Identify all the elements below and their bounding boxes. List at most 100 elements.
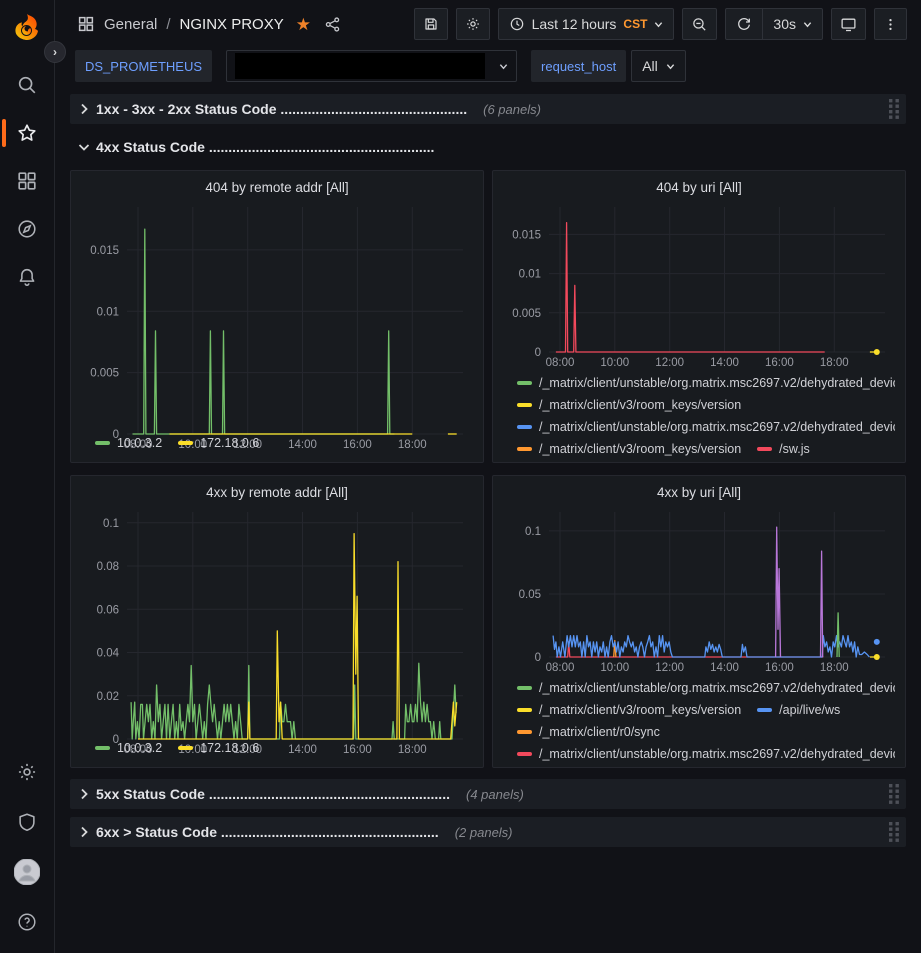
clock-icon xyxy=(510,17,523,31)
sidebar-item-server-admin[interactable] xyxy=(0,805,54,839)
sidebar-item-alerting[interactable] xyxy=(0,260,54,294)
time-series-chart[interactable]: 0 0.02 0.04 0.06 0.08 0.1 08:00 10:00 12:00 14:00… xyxy=(81,504,473,756)
legend-swatch xyxy=(517,686,532,690)
sidebar-nav xyxy=(0,68,54,294)
svg-text:0.02: 0.02 xyxy=(97,691,119,703)
legend-item[interactable]: /api/live/ws xyxy=(757,699,840,721)
panel-title[interactable]: 4xx by uri [All] xyxy=(656,485,742,500)
sidebar-item-profile[interactable] xyxy=(0,855,54,889)
legend-item[interactable]: 172.18.0.6 xyxy=(178,737,259,759)
toolbar-actions: Last 12 hours CST xyxy=(413,8,907,40)
share-button[interactable] xyxy=(320,12,345,37)
svg-text:14:00: 14:00 xyxy=(710,357,739,369)
breadcrumb-dashboard-title[interactable]: NGINX PROXY xyxy=(179,15,284,33)
legend-swatch xyxy=(95,441,110,445)
legend-swatch xyxy=(517,381,532,385)
dashboards-grid-icon xyxy=(18,172,36,190)
time-range-label: Last 12 hours xyxy=(531,16,617,32)
favorite-star-icon[interactable]: ★ xyxy=(295,14,311,34)
row-4xx[interactable]: 4xx Status Code ........................… xyxy=(70,132,906,162)
legend-item[interactable]: /sw.js xyxy=(757,438,810,456)
row-drag-handle[interactable] xyxy=(888,783,900,805)
sidebar: › xyxy=(0,0,66,953)
sidebar-item-dashboards[interactable] xyxy=(0,164,54,198)
svg-text:0.06: 0.06 xyxy=(97,604,119,616)
request-host-value: All xyxy=(642,58,658,74)
zoom-out-time-button[interactable] xyxy=(682,8,718,40)
legend-item[interactable]: /_matrix/client/unstable/org.matrix.msc2… xyxy=(517,416,895,438)
panel-title[interactable]: 4xx by remote addr [All] xyxy=(206,485,348,500)
legend-item[interactable]: /_matrix/client/v3/room_keys/version xyxy=(517,394,741,416)
bell-icon xyxy=(19,268,35,287)
cycle-view-mode-button[interactable] xyxy=(831,8,866,40)
chart-canvas: 0 0.05 0.1 08:00 10:00 12:00 14:00 16:00 18:00 xyxy=(519,512,885,674)
row-6xx[interactable]: 6xx > Status Code ......................… xyxy=(70,817,906,847)
panel-legend: 10.0.3.2 172.18.0.6 xyxy=(81,430,473,456)
gear-icon xyxy=(466,18,479,30)
svg-text:16:00: 16:00 xyxy=(765,662,794,674)
variable-label-request-host: request_host xyxy=(531,50,627,82)
refresh-interval-dropdown[interactable]: 30s xyxy=(762,9,822,39)
refresh-button[interactable] xyxy=(726,9,762,39)
legend-item[interactable]: /_matrix/client/r0/sync xyxy=(517,721,660,743)
legend-item[interactable]: /_matrix/client/unstable/org.matrix.msc2… xyxy=(517,372,895,394)
row-5xx[interactable]: 5xx Status Code ........................… xyxy=(70,779,906,809)
svg-text:0.015: 0.015 xyxy=(90,245,119,257)
svg-text:0.05: 0.05 xyxy=(519,589,541,601)
breadcrumb-folder[interactable]: General xyxy=(104,15,158,33)
chevron-down-icon xyxy=(655,21,663,27)
row-drag-handle[interactable] xyxy=(888,98,900,120)
save-dashboard-button[interactable] xyxy=(413,8,448,40)
svg-text:08:00: 08:00 xyxy=(546,357,575,369)
sidebar-item-search[interactable] xyxy=(0,68,54,102)
sidebar-item-help[interactable] xyxy=(0,905,54,939)
legend-item[interactable]: /_matrix/client/unstable/org.matrix.msc2… xyxy=(517,677,895,699)
svg-text:0.005: 0.005 xyxy=(512,308,541,320)
row-drag-handle[interactable] xyxy=(888,821,900,843)
svg-text:08:00: 08:00 xyxy=(546,662,575,674)
panels-grid: 404 by remote addr [All] 0 0.005 0.01 0.015… xyxy=(70,170,906,768)
row-1xx-3xx-2xx[interactable]: 1xx - 3xx - 2xx Status Code ............… xyxy=(70,94,906,124)
panel-title[interactable]: 404 by uri [All] xyxy=(656,180,742,195)
grafana-logo-icon[interactable] xyxy=(12,12,42,42)
svg-text:0.1: 0.1 xyxy=(525,526,541,538)
sidebar-item-configuration[interactable] xyxy=(0,755,54,789)
row-panel-count: (6 panels) xyxy=(483,101,541,117)
request-host-dropdown[interactable]: All xyxy=(631,50,686,82)
row-panel-count: (2 panels) xyxy=(454,824,513,840)
dashboard-settings-button[interactable] xyxy=(455,8,490,40)
sidebar-item-explore[interactable] xyxy=(0,212,54,246)
time-series-chart[interactable]: 0 0.005 0.01 0.015 08:00 10:00 12:00 14:00 16:00… xyxy=(503,199,895,370)
panel-legend: /_matrix/client/unstable/org.matrix.msc2… xyxy=(503,370,895,456)
search-icon xyxy=(18,76,36,94)
legend-item[interactable]: 10.0.3.2 xyxy=(95,432,162,454)
legend-swatch xyxy=(517,730,532,734)
time-range-button[interactable]: Last 12 hours CST xyxy=(499,9,674,39)
more-options-button[interactable] xyxy=(874,8,907,40)
chevron-down-icon xyxy=(803,21,812,27)
time-series-chart[interactable]: 0 0.05 0.1 08:00 10:00 12:00 14:00 16:00 18:00 xyxy=(503,504,895,675)
sidebar-item-starred[interactable] xyxy=(0,116,54,150)
svg-text:0.01: 0.01 xyxy=(519,269,541,281)
variable-label-ds-prometheus: DS_PROMETHEUS xyxy=(75,50,213,82)
legend-item[interactable]: 172.18.0.6 xyxy=(178,432,259,454)
datasource-value-redacted xyxy=(235,53,486,79)
legend-item[interactable]: /_matrix/client/unstable/org.matrix.msc2… xyxy=(517,743,895,761)
refresh-controls: 30s xyxy=(725,8,823,40)
breadcrumb-separator: / xyxy=(166,15,171,33)
apps-grid-icon[interactable] xyxy=(77,15,95,33)
panel-title[interactable]: 404 by remote addr [All] xyxy=(205,180,349,195)
svg-text:10:00: 10:00 xyxy=(600,357,629,369)
svg-text:16:00: 16:00 xyxy=(343,744,372,756)
legend-swatch xyxy=(757,708,773,712)
avatar xyxy=(14,859,40,885)
kebab-menu-icon xyxy=(889,18,892,30)
legend-item[interactable]: 10.0.3.2 xyxy=(95,737,162,759)
datasource-dropdown[interactable] xyxy=(226,50,518,82)
time-series-chart[interactable]: 0 0.005 0.01 0.015 08:00 10:00 12:00 14:00 16:00… xyxy=(81,199,473,451)
legend-item[interactable]: /_matrix/client/v3/room_keys/version xyxy=(517,438,741,456)
legend-item[interactable]: /_matrix/client/v3/room_keys/version xyxy=(517,699,741,721)
time-picker: Last 12 hours CST xyxy=(497,8,675,40)
legend-swatch xyxy=(517,425,532,429)
expand-sidebar-button[interactable]: › xyxy=(44,41,66,63)
